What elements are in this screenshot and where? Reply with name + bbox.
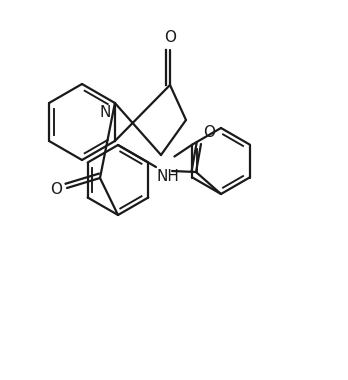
Text: N: N xyxy=(100,105,111,120)
Text: NH: NH xyxy=(157,169,180,184)
Text: O: O xyxy=(203,125,215,140)
Text: O: O xyxy=(164,30,176,45)
Text: O: O xyxy=(50,182,62,196)
